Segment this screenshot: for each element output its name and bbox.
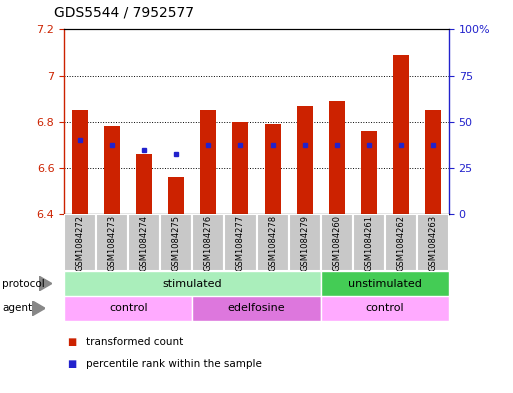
- Text: percentile rank within the sample: percentile rank within the sample: [86, 359, 262, 369]
- Text: GSM1084272: GSM1084272: [75, 215, 85, 271]
- Text: unstimulated: unstimulated: [348, 279, 422, 288]
- Text: transformed count: transformed count: [86, 337, 183, 347]
- Bar: [321, 296, 449, 321]
- Bar: [96, 214, 128, 271]
- Bar: [225, 214, 256, 271]
- Text: control: control: [109, 303, 148, 313]
- Text: GSM1084261: GSM1084261: [364, 215, 373, 271]
- Bar: [288, 214, 321, 271]
- Bar: [385, 214, 417, 271]
- Bar: [192, 296, 321, 321]
- Bar: [353, 214, 385, 271]
- Bar: [136, 154, 152, 214]
- Bar: [232, 122, 248, 214]
- Bar: [256, 214, 288, 271]
- Bar: [321, 271, 449, 296]
- Bar: [64, 214, 96, 271]
- Bar: [297, 106, 312, 214]
- Text: GDS5544 / 7952577: GDS5544 / 7952577: [54, 6, 194, 20]
- Polygon shape: [39, 276, 52, 291]
- Bar: [265, 124, 281, 214]
- Polygon shape: [32, 301, 45, 316]
- Bar: [425, 110, 441, 214]
- Bar: [329, 101, 345, 214]
- Text: ■: ■: [67, 359, 76, 369]
- Text: protocol: protocol: [2, 279, 45, 288]
- Bar: [361, 131, 377, 214]
- Bar: [64, 296, 192, 321]
- Text: GSM1084260: GSM1084260: [332, 215, 341, 271]
- Bar: [417, 214, 449, 271]
- Text: edelfosine: edelfosine: [228, 303, 285, 313]
- Bar: [168, 177, 184, 214]
- Text: GSM1084262: GSM1084262: [396, 215, 405, 271]
- Bar: [64, 271, 321, 296]
- Text: GSM1084275: GSM1084275: [172, 215, 181, 271]
- Bar: [321, 214, 353, 271]
- Text: GSM1084274: GSM1084274: [140, 215, 149, 271]
- Text: ■: ■: [67, 337, 76, 347]
- Bar: [128, 214, 160, 271]
- Bar: [192, 214, 225, 271]
- Text: stimulated: stimulated: [163, 279, 222, 288]
- Bar: [160, 214, 192, 271]
- Text: GSM1084277: GSM1084277: [236, 215, 245, 271]
- Text: agent: agent: [2, 303, 32, 313]
- Text: GSM1084273: GSM1084273: [108, 215, 117, 271]
- Bar: [201, 110, 216, 214]
- Text: GSM1084263: GSM1084263: [428, 215, 438, 271]
- Bar: [393, 55, 409, 214]
- Text: GSM1084279: GSM1084279: [300, 215, 309, 271]
- Bar: [72, 110, 88, 214]
- Text: GSM1084278: GSM1084278: [268, 215, 277, 271]
- Bar: [104, 127, 120, 214]
- Text: control: control: [365, 303, 404, 313]
- Text: GSM1084276: GSM1084276: [204, 215, 213, 271]
